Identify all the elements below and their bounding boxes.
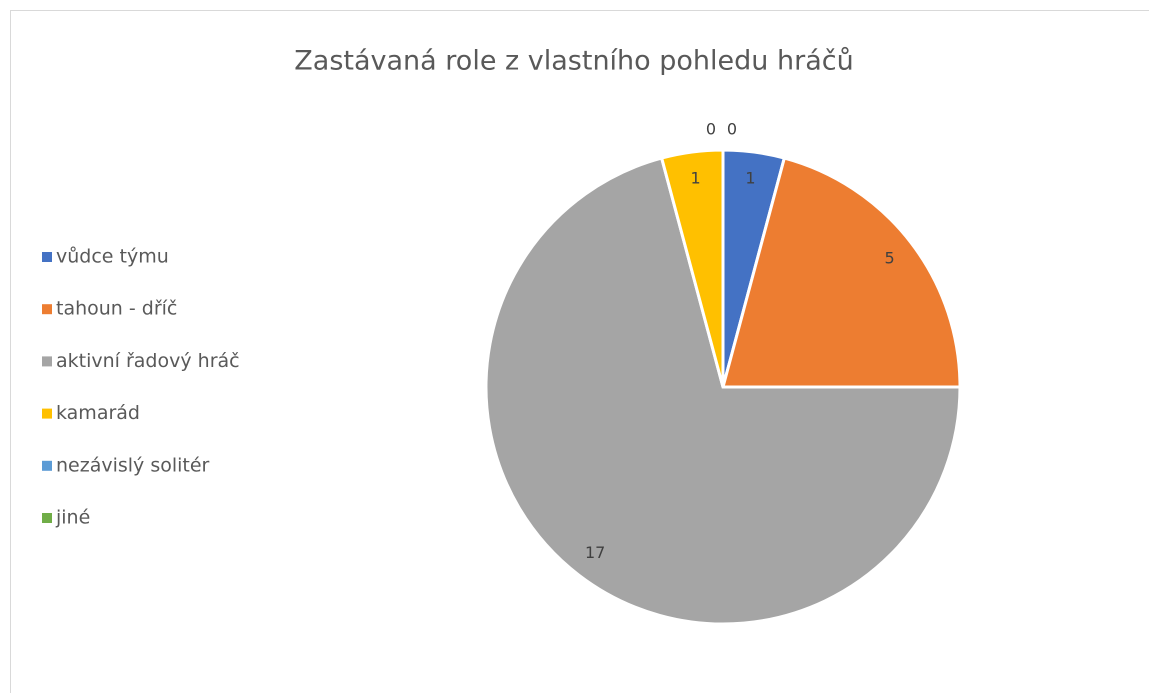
data-label: 1 — [745, 168, 755, 187]
legend-label: kamarád — [56, 402, 140, 424]
legend-label: nezávislý solitér — [56, 454, 210, 476]
legend-label: jiné — [55, 507, 90, 529]
legend-swatch — [42, 461, 52, 471]
legend-swatch — [42, 356, 52, 366]
data-label: 17 — [585, 543, 605, 562]
data-label: 5 — [885, 249, 895, 268]
data-label: 0 — [727, 120, 737, 139]
legend-swatch — [42, 409, 52, 419]
chart-title: Zastávaná role z vlastního pohledu hráčů — [294, 46, 853, 77]
legend-swatch — [42, 304, 52, 314]
legend-swatch — [42, 513, 52, 523]
data-label: 0 — [706, 120, 716, 139]
legend-swatch — [42, 252, 52, 262]
legend-label: vůdce týmu — [56, 246, 169, 268]
legend-label: aktivní řadový hráč — [56, 350, 240, 372]
data-label: 1 — [690, 168, 700, 187]
legend-label: tahoun - dříč — [56, 298, 177, 320]
